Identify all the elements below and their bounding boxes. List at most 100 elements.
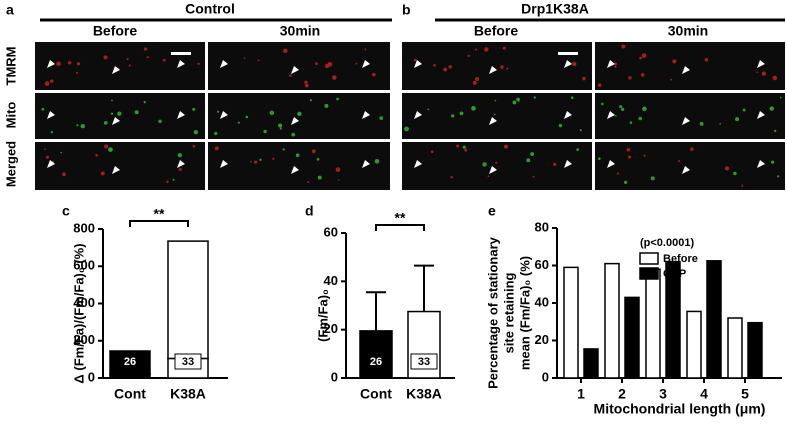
column-label: 30min (668, 23, 708, 39)
column-label: 30min (280, 23, 320, 39)
arrowhead (757, 60, 765, 68)
signal-spot (282, 148, 285, 151)
legend-swatch (639, 267, 659, 280)
label-box (410, 353, 438, 370)
signal-spot (484, 47, 489, 52)
signal-spot (104, 144, 109, 149)
signal-spot (772, 75, 778, 81)
bar (645, 268, 661, 379)
bar (727, 317, 743, 379)
signal-spot (621, 44, 626, 49)
signal-spot (214, 146, 219, 151)
bar (747, 321, 763, 379)
signal-spot (146, 56, 149, 59)
arrowhead (564, 111, 572, 119)
arrowhead (414, 111, 422, 119)
signal-spot (269, 110, 275, 116)
signal-spot (41, 107, 45, 111)
signal-spot (502, 46, 506, 50)
signal-spot (526, 158, 531, 163)
signal-spot (724, 166, 730, 171)
y-tick-label: 800 (73, 220, 95, 235)
signal-spot (601, 102, 604, 106)
signal-spot (638, 116, 643, 121)
signal-spot (67, 61, 72, 65)
signal-spot (317, 175, 322, 180)
signal-spot (243, 57, 246, 60)
signal-spot (626, 148, 631, 152)
signal-spot (76, 71, 79, 74)
signal-spot (245, 115, 249, 119)
signal-spot (374, 158, 380, 164)
arrowhead (291, 66, 299, 74)
signal-spot (641, 53, 647, 58)
arrowhead (112, 66, 120, 74)
signal-spot (495, 161, 498, 164)
signal-spot (305, 83, 309, 88)
signal-spot (512, 100, 517, 105)
signal-spot (192, 144, 196, 148)
signal-spot (670, 78, 673, 81)
signal-spot (467, 54, 470, 58)
signal-spot (430, 150, 434, 154)
signal-spot (60, 151, 62, 154)
arrowhead (220, 60, 228, 68)
y-tick-label: 20 (535, 332, 549, 347)
bar (563, 266, 579, 379)
y-tick-label: 20 (324, 321, 338, 336)
row-label: Mito (3, 102, 18, 129)
signal-spot (62, 172, 66, 177)
arrowhead (489, 166, 497, 174)
bar (706, 260, 722, 379)
y-tick-label: 600 (73, 258, 95, 273)
signal-spot (650, 176, 655, 181)
x-tick-label: 3 (659, 386, 667, 402)
signal-spot (443, 67, 448, 72)
x-tick-label: Cont (360, 386, 392, 402)
signal-spot (639, 56, 643, 60)
signal-spot (614, 65, 617, 68)
bar (359, 330, 393, 379)
sample-size: 26 (124, 356, 136, 368)
signal-spot (162, 58, 166, 62)
signal-spot (279, 127, 282, 130)
signal-spot (493, 113, 496, 116)
arrowhead (414, 160, 422, 168)
arrowhead (362, 60, 370, 68)
signal-spot (741, 184, 744, 187)
signal-spot (690, 147, 694, 151)
signal-spot (672, 59, 677, 64)
y-tick-label: 60 (535, 257, 549, 272)
bar-segment (109, 350, 151, 376)
y-tick-label: 40 (324, 273, 338, 288)
micrograph (402, 142, 592, 190)
arrowhead (757, 160, 765, 168)
signal-spot (335, 167, 341, 172)
signal-spot (616, 172, 620, 175)
panel-label: e (488, 203, 496, 219)
signal-spot (283, 48, 288, 54)
signal-spot (324, 103, 329, 108)
scale-bar (558, 52, 578, 55)
arrowhead (362, 111, 370, 119)
micrograph (208, 142, 390, 190)
signal-spot (459, 111, 464, 116)
signal-spot (315, 62, 318, 65)
arrowhead (564, 60, 572, 68)
signal-spot (56, 61, 61, 67)
arrowhead (47, 160, 55, 168)
panel-label: d (305, 203, 314, 219)
bar (624, 296, 640, 379)
signal-spot (742, 108, 746, 112)
y-tick-label: 60 (324, 224, 338, 239)
x-tick-label: Cont (114, 386, 146, 402)
signal-spot (627, 155, 632, 159)
signal-spot (719, 122, 721, 125)
arrowhead (682, 66, 690, 74)
bar (583, 348, 599, 379)
signal-spot (462, 145, 466, 149)
signal-spot (640, 73, 645, 77)
legend-swatch (639, 252, 659, 265)
micrograph (402, 42, 592, 90)
